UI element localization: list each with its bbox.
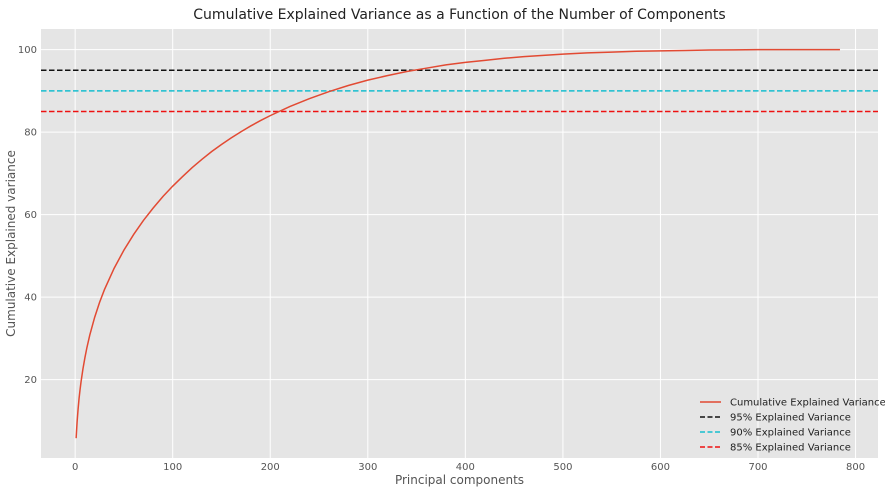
- legend-label: Cumulative Explained Variance: [730, 398, 885, 409]
- y-tick-label: 80: [24, 128, 37, 139]
- y-tick-label: 20: [24, 375, 37, 386]
- x-tick-label: 100: [163, 462, 182, 473]
- x-tick-label: 300: [358, 462, 377, 473]
- threshold-lines: [41, 69, 878, 113]
- legend-label: 90% Explained Variance: [730, 428, 851, 439]
- x-tick-label: 0: [72, 462, 78, 473]
- x-tick-label: 700: [748, 462, 767, 473]
- x-axis-label: Principal components: [395, 473, 524, 487]
- y-tick-label: 40: [24, 293, 37, 304]
- legend-label: 95% Explained Variance: [730, 413, 851, 424]
- plot-area: [41, 29, 878, 458]
- y-ticks: 20 40 60 80 100: [18, 45, 37, 386]
- series-lines: [75, 48, 840, 439]
- chart-title: Cumulative Explained Variance as a Funct…: [193, 7, 725, 23]
- x-tick-label: 800: [846, 462, 865, 473]
- legend: Cumulative Explained Variance 95% Explain…: [700, 398, 885, 454]
- y-axis-label: Cumulative Explained variance: [4, 150, 18, 337]
- y-tick-label: 100: [18, 45, 37, 56]
- x-tick-label: 400: [456, 462, 475, 473]
- cumulative-variance-line: [75, 48, 840, 439]
- x-tick-label: 200: [261, 462, 280, 473]
- y-tick-label: 60: [24, 210, 37, 221]
- x-tick-label: 500: [553, 462, 572, 473]
- x-ticks: 0 100 200 300 400 500 600 700 800: [72, 462, 865, 473]
- x-tick-label: 600: [651, 462, 670, 473]
- legend-label: 85% Explained Variance: [730, 443, 851, 454]
